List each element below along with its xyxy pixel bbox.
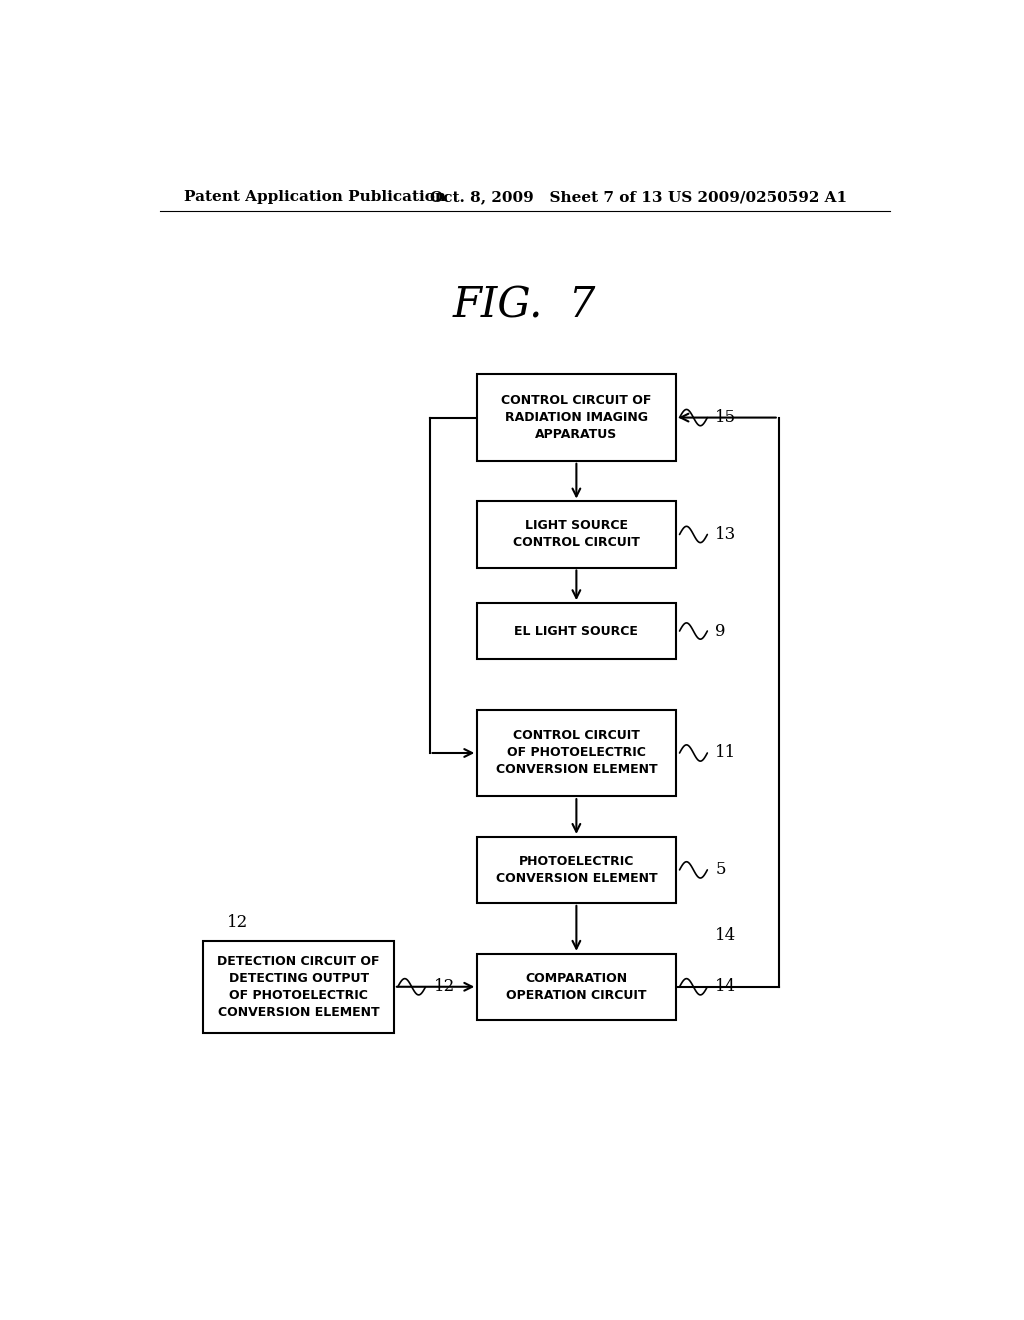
Text: Patent Application Publication: Patent Application Publication — [183, 190, 445, 205]
Text: 13: 13 — [715, 525, 736, 543]
Text: 11: 11 — [715, 744, 736, 762]
Text: CONTROL CIRCUIT OF
RADIATION IMAGING
APPARATUS: CONTROL CIRCUIT OF RADIATION IMAGING APP… — [501, 395, 651, 441]
Text: CONTROL CIRCUIT
OF PHOTOELECTRIC
CONVERSION ELEMENT: CONTROL CIRCUIT OF PHOTOELECTRIC CONVERS… — [496, 730, 657, 776]
Text: EL LIGHT SOURCE: EL LIGHT SOURCE — [514, 624, 638, 638]
Text: 14: 14 — [715, 978, 736, 995]
Text: 9: 9 — [715, 623, 726, 639]
FancyBboxPatch shape — [477, 837, 676, 903]
Text: FIG.  7: FIG. 7 — [453, 285, 597, 327]
FancyBboxPatch shape — [477, 954, 676, 1020]
Text: 12: 12 — [433, 978, 455, 995]
Text: 15: 15 — [715, 409, 736, 426]
Text: 14: 14 — [715, 927, 736, 944]
Text: DETECTION CIRCUIT OF
DETECTING OUTPUT
OF PHOTOELECTRIC
CONVERSION ELEMENT: DETECTION CIRCUIT OF DETECTING OUTPUT OF… — [217, 954, 380, 1019]
Text: 5: 5 — [715, 862, 726, 878]
Text: COMPARATION
OPERATION CIRCUIT: COMPARATION OPERATION CIRCUIT — [506, 972, 646, 1002]
Text: 12: 12 — [227, 913, 249, 931]
Text: Oct. 8, 2009   Sheet 7 of 13: Oct. 8, 2009 Sheet 7 of 13 — [430, 190, 663, 205]
Text: PHOTOELECTRIC
CONVERSION ELEMENT: PHOTOELECTRIC CONVERSION ELEMENT — [496, 855, 657, 884]
FancyBboxPatch shape — [477, 603, 676, 659]
Text: LIGHT SOURCE
CONTROL CIRCUIT: LIGHT SOURCE CONTROL CIRCUIT — [513, 520, 640, 549]
FancyBboxPatch shape — [477, 375, 676, 461]
FancyBboxPatch shape — [477, 710, 676, 796]
Text: US 2009/0250592 A1: US 2009/0250592 A1 — [668, 190, 847, 205]
FancyBboxPatch shape — [204, 941, 394, 1032]
FancyBboxPatch shape — [477, 502, 676, 568]
